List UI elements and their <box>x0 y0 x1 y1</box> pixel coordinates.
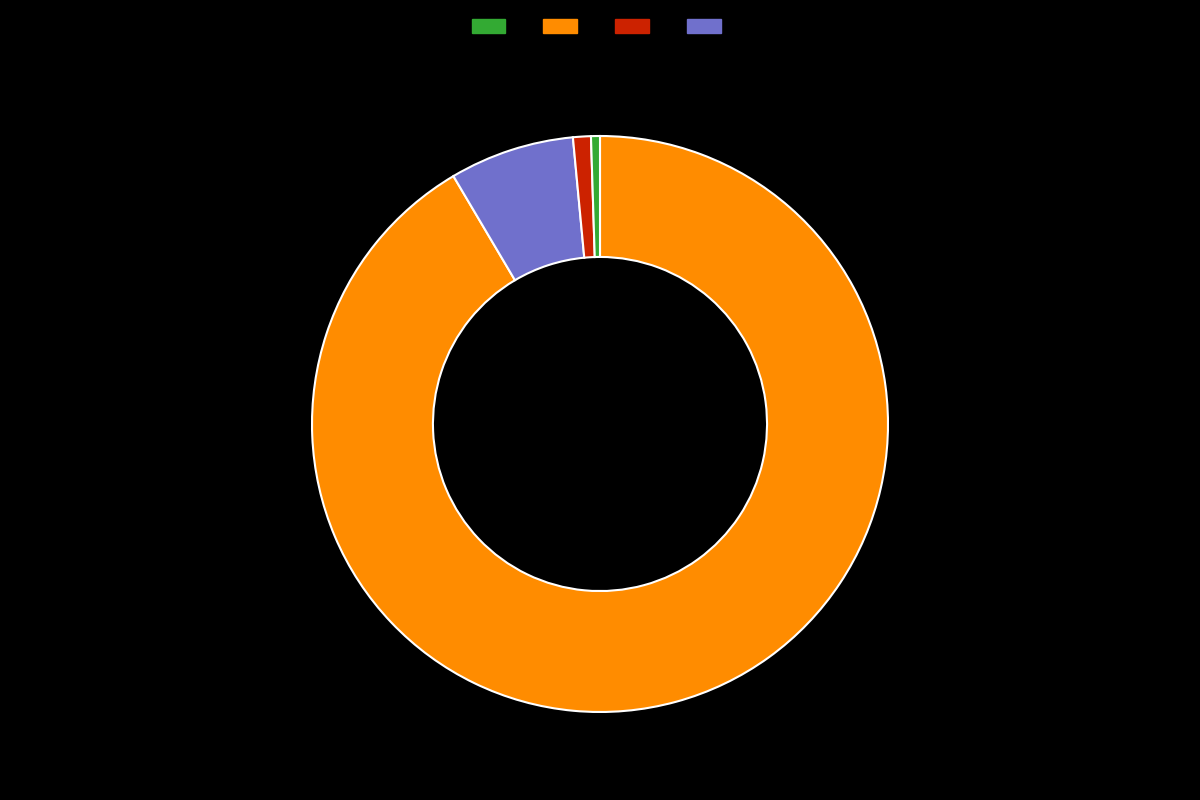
Wedge shape <box>572 136 595 258</box>
Legend: , , , : , , , <box>467 14 733 38</box>
Wedge shape <box>454 138 584 280</box>
Wedge shape <box>312 136 888 712</box>
Wedge shape <box>590 136 600 257</box>
